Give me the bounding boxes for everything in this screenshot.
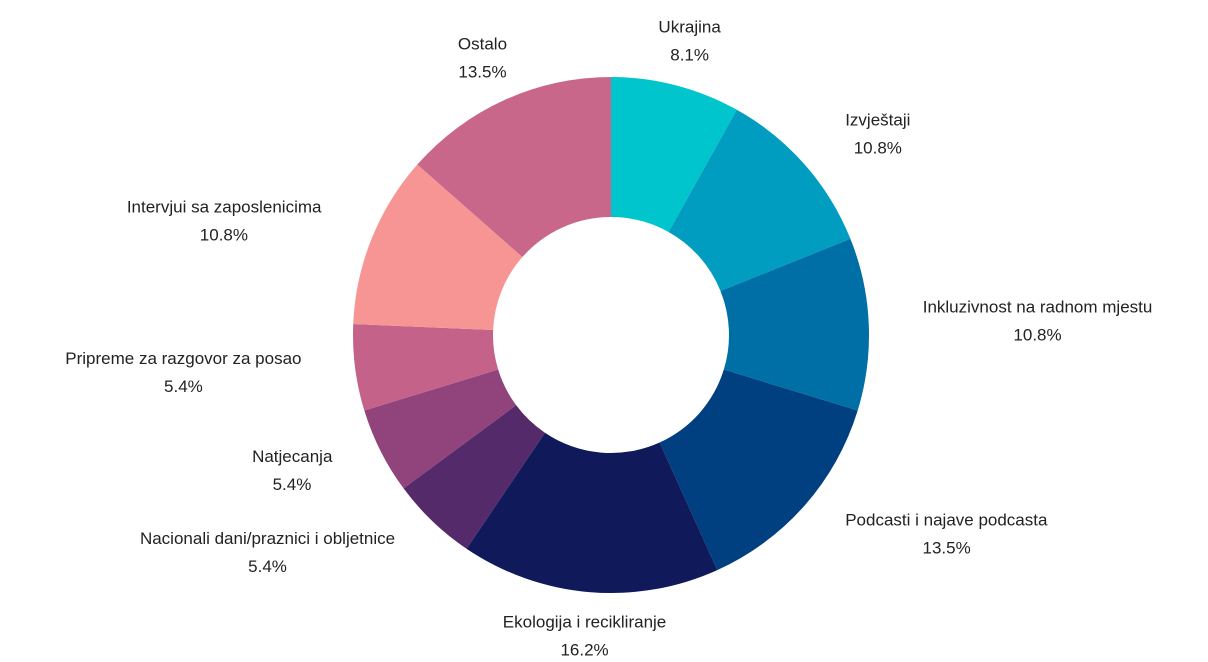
slice-value-label: 5.4% xyxy=(164,377,203,396)
slice-label: Ostalo xyxy=(458,34,507,53)
donut-slice xyxy=(720,238,870,411)
donut-slice xyxy=(659,369,858,571)
slice-value-label: 16.2% xyxy=(560,640,608,659)
donut-slice xyxy=(353,164,523,330)
donut-slice xyxy=(353,324,499,411)
slice-value-label: 10.8% xyxy=(200,226,248,245)
slice-label: Inkluzivnost na radnom mjestu xyxy=(923,298,1153,317)
donut-slice xyxy=(466,432,718,593)
slice-label: Podcasti i najave podcasta xyxy=(845,511,1048,530)
donut-slice xyxy=(611,77,737,232)
slice-value-label: 10.8% xyxy=(854,138,902,157)
donut-slice xyxy=(668,109,851,292)
slice-label: Natjecanja xyxy=(252,447,333,466)
slice-value-label: 8.1% xyxy=(670,45,709,64)
slice-label: Ekologija i recikliranje xyxy=(503,612,666,631)
slice-value-label: 13.5% xyxy=(923,539,971,558)
slice-label: Ukrajina xyxy=(658,17,721,36)
slice-value-label: 10.8% xyxy=(1013,326,1061,345)
donut-slice xyxy=(403,405,545,549)
slice-label: Nacionali dani/praznici i obljetnice xyxy=(140,529,395,548)
slice-label: Pripreme za razgovor za posao xyxy=(65,349,301,368)
slice-label: Intervjui sa zaposlenicima xyxy=(127,198,322,217)
slice-label: Izvještaji xyxy=(845,110,910,129)
slice-value-label: 5.4% xyxy=(273,475,312,494)
donut-slice xyxy=(417,77,611,258)
donut-slice xyxy=(364,369,517,489)
slice-value-label: 13.5% xyxy=(458,62,506,81)
slice-value-label: 5.4% xyxy=(248,557,287,576)
